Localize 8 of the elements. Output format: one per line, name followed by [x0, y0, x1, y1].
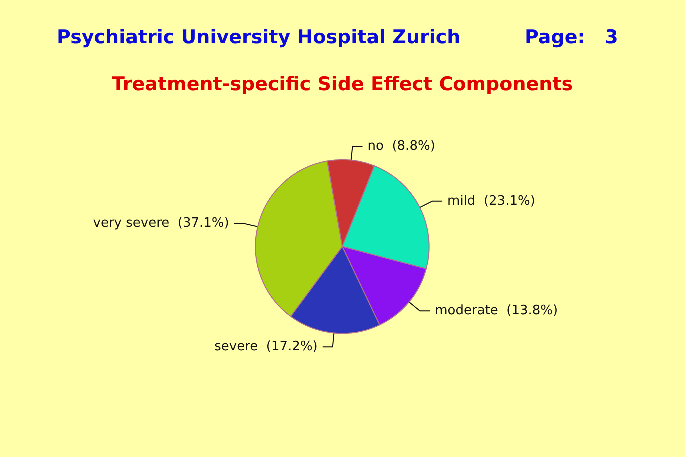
slice-label: moderate (13.8%)	[435, 304, 558, 319]
slice-label: no (8.8%)	[368, 138, 436, 154]
text: Psychiatric University Hospital Zurich	[57, 26, 461, 48]
chart-title: Treatment-specific Side Effect Components	[112, 74, 574, 96]
slice-label: very severe (37.1%)	[93, 216, 230, 232]
slice-label: mild (23.1%)	[448, 194, 536, 209]
slice-label: severe (17.2%)	[214, 340, 318, 355]
text: Page: 3	[525, 26, 618, 48]
